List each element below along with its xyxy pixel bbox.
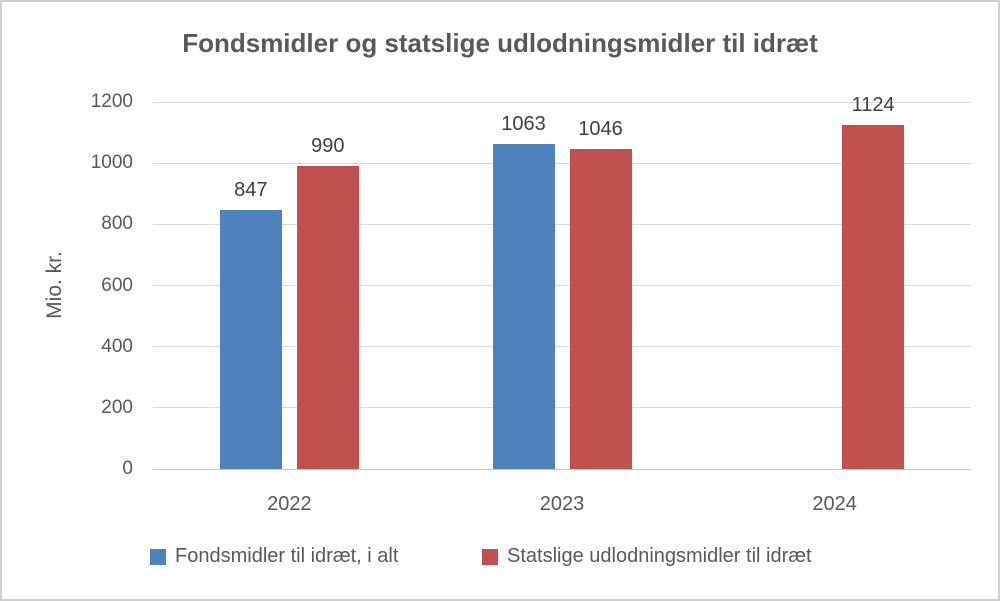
gridline xyxy=(153,346,971,348)
legend-item-series2: Statslige udlodningsmidler til idræt xyxy=(482,545,812,568)
bar-value-label: 1063 xyxy=(501,113,546,135)
y-tick-label: 800 xyxy=(101,213,133,235)
legend-swatch-icon xyxy=(482,548,498,565)
x-tick-label: 2023 xyxy=(539,493,585,515)
bar-series2-2024 xyxy=(842,125,905,469)
bar-value-label: 1046 xyxy=(578,118,623,140)
legend-label: Fondsmidler til idræt, i alt xyxy=(175,545,399,567)
bar-value-label: 847 xyxy=(234,179,268,201)
y-tick-label: 400 xyxy=(101,335,133,357)
y-tick-label: 1200 xyxy=(90,91,133,112)
gridline xyxy=(153,101,971,103)
gridline xyxy=(153,407,971,409)
bar-series1-2023 xyxy=(492,144,555,469)
y-tick-label: 600 xyxy=(101,274,133,296)
x-tick-label: 2024 xyxy=(812,493,857,515)
gridline xyxy=(153,162,971,164)
bar-value-label: 990 xyxy=(311,135,345,157)
x-axis-line xyxy=(153,468,971,470)
x-tick-label: 2022 xyxy=(267,493,312,515)
gridline xyxy=(153,285,971,286)
y-tick-label: 200 xyxy=(101,396,133,418)
y-tick-label: 0 xyxy=(122,458,133,479)
bar-series2-2023 xyxy=(569,149,632,469)
legend-item-series1: Fondsmidler til idræt, i alt xyxy=(150,545,398,568)
y-tick-label: 1000 xyxy=(90,152,133,174)
bar-value-label: 1124 xyxy=(851,94,895,116)
chart-title: Fondsmidler og statslige udlodningsmidle… xyxy=(182,28,818,58)
bar-series1-2022 xyxy=(219,210,282,469)
legend-label: Statslige udlodningsmidler til idræt xyxy=(507,545,812,567)
gridline xyxy=(153,223,971,225)
legend-swatch-icon xyxy=(150,548,166,565)
bar-series2-2022 xyxy=(296,166,359,469)
